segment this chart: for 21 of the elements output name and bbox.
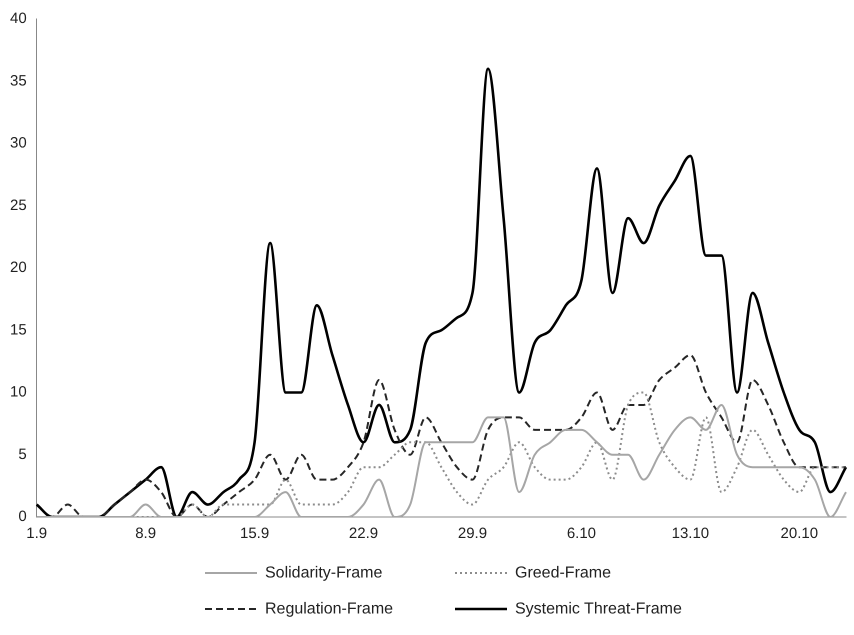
y-tick-label: 25 — [10, 196, 27, 214]
x-tick-label: 1.9 — [26, 525, 48, 542]
y-tick-label: 0 — [18, 508, 27, 526]
x-tick-label: 15.9 — [240, 525, 270, 542]
y-tick-label: 35 — [10, 72, 27, 90]
legend-label: Regulation-Frame — [265, 600, 394, 618]
y-tick-label: 40 — [10, 10, 27, 28]
legend-label: Greed-Frame — [515, 564, 612, 582]
y-tick-label: 10 — [10, 384, 27, 401]
legend-label: Systemic Threat-Frame — [515, 600, 682, 618]
x-tick-label: 22.9 — [348, 525, 378, 542]
y-tick-label: 20 — [10, 259, 27, 276]
x-tick-label: 8.9 — [135, 525, 156, 542]
x-tick-label: 6.10 — [566, 525, 596, 542]
x-tick-label: 20.10 — [780, 525, 818, 542]
x-tick-label: 13.10 — [672, 525, 710, 542]
legend-label: Solidarity-Frame — [265, 564, 382, 582]
y-tick-label: 15 — [10, 321, 27, 338]
y-tick-label: 5 — [18, 446, 27, 463]
y-tick-label: 30 — [10, 134, 27, 152]
x-tick-label: 29.9 — [458, 525, 488, 542]
